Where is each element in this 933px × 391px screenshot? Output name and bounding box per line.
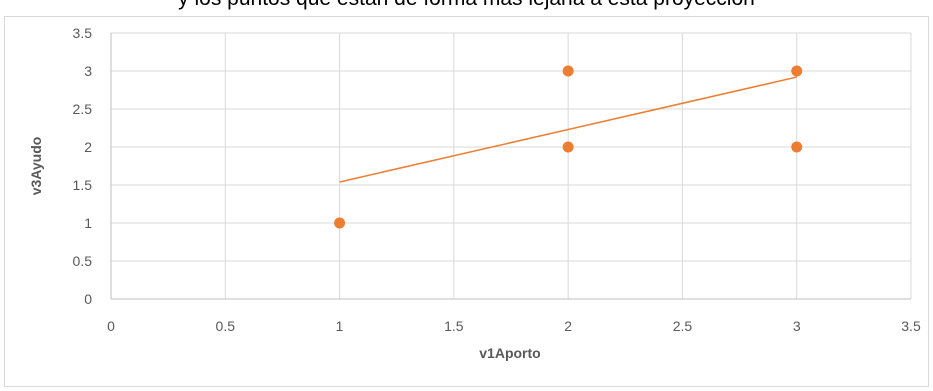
data-point (791, 65, 803, 77)
y-tick-label: 1.5 (73, 177, 93, 193)
x-tick-label: 1.5 (444, 318, 464, 334)
chart-frame (4, 16, 929, 387)
top-caption: y los puntos que están de forma más leja… (0, 0, 933, 11)
x-tick-label: 2 (564, 318, 572, 334)
y-tick-label: 0 (84, 291, 92, 307)
y-tick-label: 3 (84, 63, 92, 79)
y-tick-label: 3.5 (73, 25, 93, 41)
x-tick-label: 0.5 (216, 318, 236, 334)
x-tick-label: 3.5 (901, 318, 921, 334)
y-tick-label: 2.5 (73, 101, 93, 117)
data-point (791, 141, 803, 153)
x-tick-label: 1 (336, 318, 344, 334)
data-point (562, 141, 574, 153)
axes (110, 33, 911, 300)
trendline (339, 76, 797, 183)
y-tick-label: 0.5 (73, 253, 93, 269)
data-point (334, 217, 346, 229)
y-tick-label: 1 (84, 215, 92, 231)
trendline-group (339, 76, 797, 183)
x-tick-label: 0 (107, 318, 115, 334)
y-axis-title: v3Ayudo (28, 137, 44, 196)
data-points (334, 65, 803, 229)
data-point (562, 65, 574, 77)
tick-labels: 0 0.5 1 1.5 2 2.5 3 3.5 0 0.5 1 1.5 2 2.5 3 3.5 (73, 25, 921, 334)
x-tick-label: 3 (793, 318, 801, 334)
grid-lines (111, 32, 912, 299)
x-tick-label: 2.5 (673, 318, 693, 334)
x-axis-title: v1Aporto (479, 345, 540, 361)
y-tick-label: 2 (84, 139, 92, 155)
